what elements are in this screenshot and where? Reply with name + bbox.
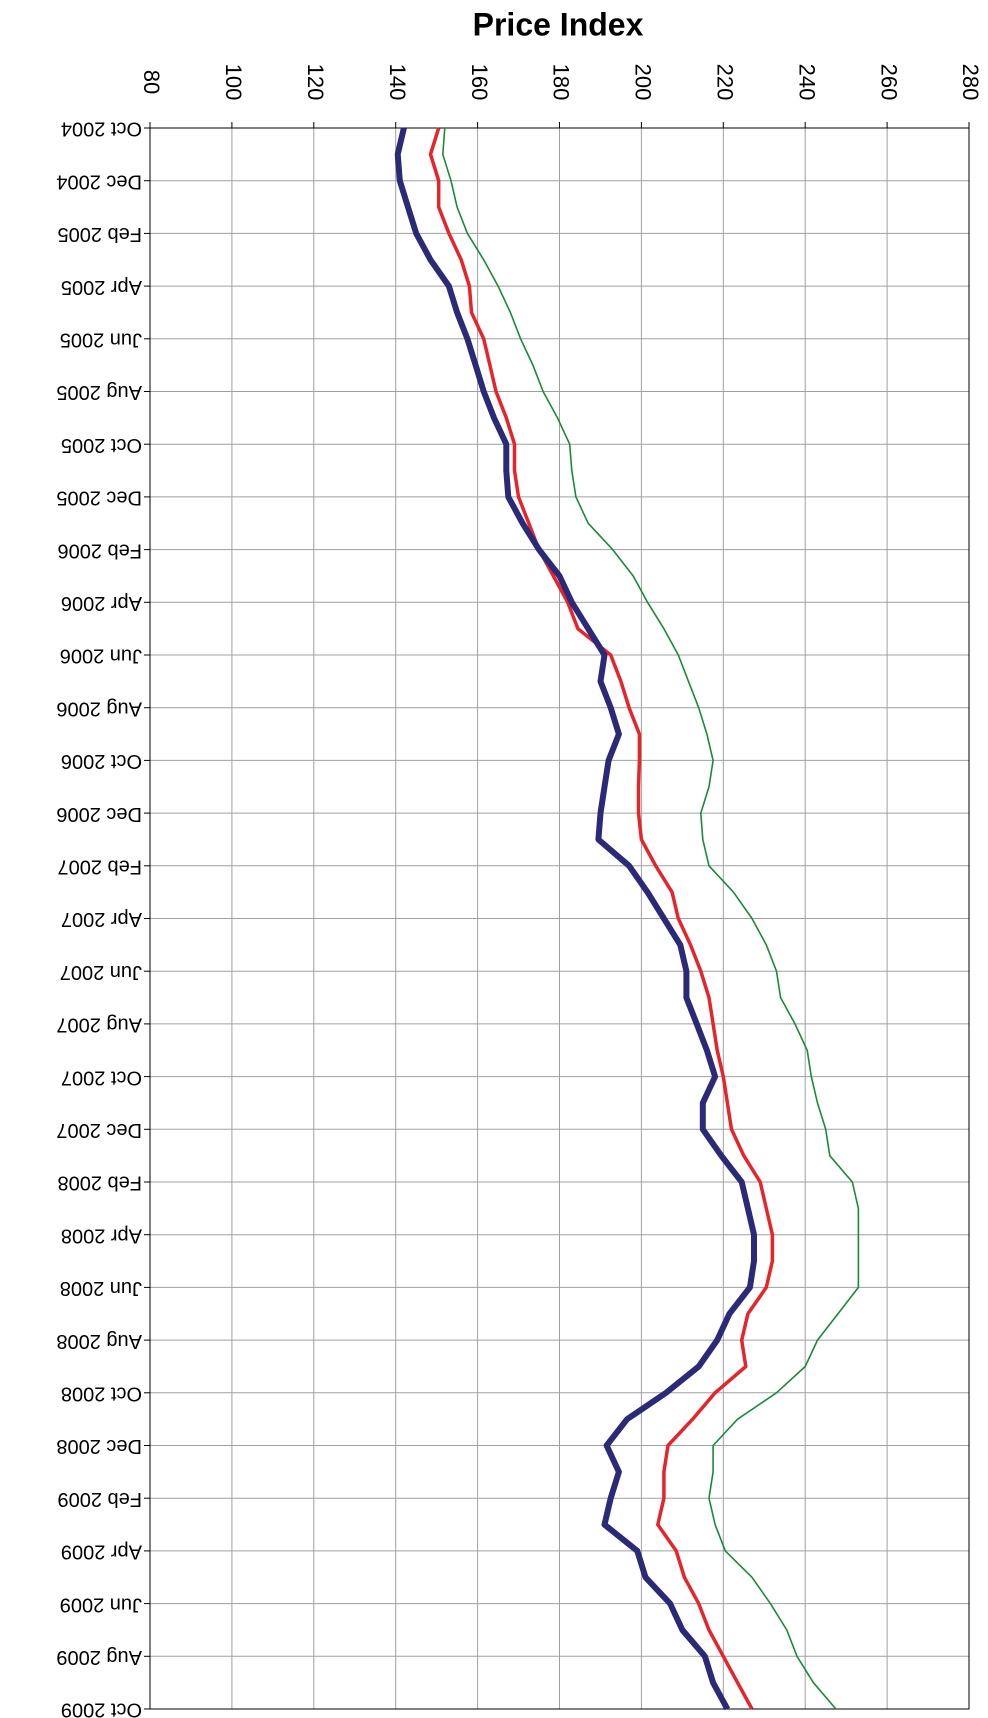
- category-label: Aug 2009: [56, 1646, 142, 1668]
- category-label: Aug 2005: [56, 381, 142, 403]
- category-label: Feb 2009: [57, 1488, 142, 1510]
- series-line: [394, 127, 757, 1711]
- category-label: Aug 2008: [56, 1330, 142, 1352]
- category-label: Oct 2008: [61, 1383, 142, 1405]
- category-label: Jun 2007: [60, 961, 142, 983]
- category-label: Aug 2007: [56, 1014, 142, 1036]
- category-label: Dec 2008: [56, 1435, 142, 1457]
- value-tick-label: 280: [958, 64, 983, 101]
- value-tick-label: 200: [631, 64, 656, 101]
- category-label: Apr 2009: [61, 1541, 142, 1563]
- category-label: Oct 2005: [61, 434, 142, 456]
- category-label: Aug 2006: [56, 697, 142, 719]
- category-label: Apr 2006: [61, 592, 142, 614]
- value-tick-label: 140: [385, 64, 410, 101]
- value-tick-label: 260: [876, 64, 901, 101]
- chart-title: Price Index: [473, 6, 644, 42]
- category-label: Apr 2008: [61, 1224, 142, 1246]
- category-label: Jun 2005: [60, 329, 142, 351]
- category-label: Feb 2005: [57, 223, 142, 245]
- category-label: Oct 2004: [61, 118, 142, 140]
- category-label: Feb 2008: [57, 1172, 142, 1194]
- value-tick-label: 240: [794, 64, 819, 101]
- category-label: Feb 2007: [57, 856, 142, 878]
- category-label: Dec 2004: [56, 170, 142, 192]
- value-tick-label: 160: [467, 64, 492, 101]
- plot-frame: [149, 127, 970, 1710]
- category-label: Oct 2006: [61, 750, 142, 772]
- category-label: Dec 2006: [56, 803, 142, 825]
- category-label: Oct 2007: [61, 1066, 142, 1088]
- category-label: Dec 2007: [56, 1119, 142, 1141]
- category-label: Jun 2009: [60, 1593, 142, 1615]
- value-tick-label: 220: [712, 64, 737, 101]
- category-label: Oct 2009: [61, 1699, 142, 1718]
- category-label: Feb 2006: [57, 539, 142, 561]
- value-tick-label: 100: [221, 64, 246, 101]
- category-label: Dec 2005: [56, 487, 142, 509]
- category-label: Apr 2005: [61, 276, 142, 298]
- category-label: Jun 2006: [60, 645, 142, 667]
- value-tick-label: 120: [303, 64, 328, 101]
- category-label: Apr 2007: [61, 908, 142, 930]
- series-line: [441, 127, 860, 1710]
- value-tick-label: 180: [549, 64, 574, 101]
- category-label: Jun 2008: [60, 1277, 142, 1299]
- value-tick-label: 80: [139, 70, 164, 94]
- series-line: [428, 127, 775, 1710]
